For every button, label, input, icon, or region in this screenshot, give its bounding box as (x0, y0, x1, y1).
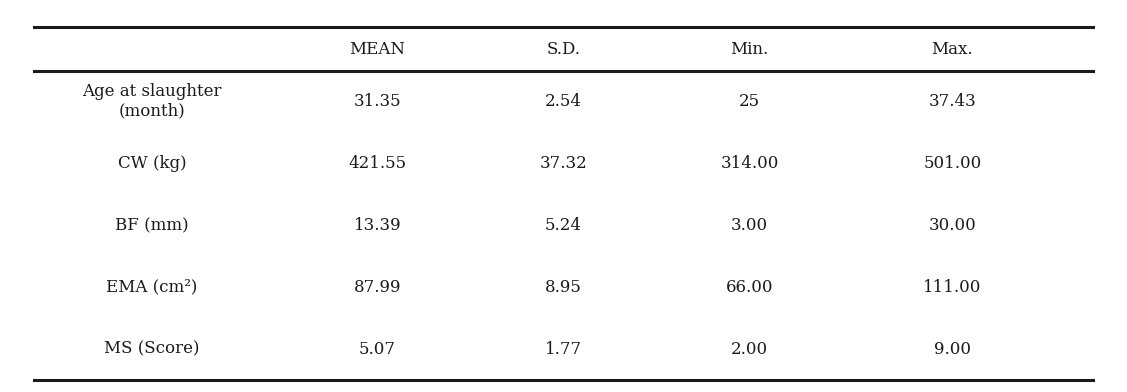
Text: MEAN: MEAN (349, 40, 406, 58)
Text: Age at slaughter
(month): Age at slaughter (month) (82, 83, 222, 120)
Text: 1.77: 1.77 (545, 341, 582, 358)
Text: 37.32: 37.32 (540, 155, 587, 172)
Text: 87.99: 87.99 (354, 279, 401, 296)
Text: 37.43: 37.43 (929, 93, 976, 110)
Text: 13.39: 13.39 (354, 217, 401, 234)
Text: 25: 25 (739, 93, 760, 110)
Text: 66.00: 66.00 (726, 279, 773, 296)
Text: Min.: Min. (730, 40, 769, 58)
Text: CW (kg): CW (kg) (118, 155, 186, 172)
Text: 31.35: 31.35 (354, 93, 401, 110)
Text: 5.24: 5.24 (545, 217, 582, 234)
Text: 3.00: 3.00 (731, 217, 767, 234)
Text: 501.00: 501.00 (923, 155, 982, 172)
Text: MS (Score): MS (Score) (105, 341, 199, 358)
Text: 5.07: 5.07 (360, 341, 396, 358)
Text: 111.00: 111.00 (923, 279, 982, 296)
Text: 2.54: 2.54 (545, 93, 582, 110)
Text: 421.55: 421.55 (348, 155, 407, 172)
Text: BF (mm): BF (mm) (115, 217, 189, 234)
Text: 30.00: 30.00 (929, 217, 976, 234)
Text: S.D.: S.D. (547, 40, 580, 58)
Text: EMA (cm²): EMA (cm²) (106, 279, 198, 296)
Text: 2.00: 2.00 (731, 341, 767, 358)
Text: 9.00: 9.00 (934, 341, 970, 358)
Text: 314.00: 314.00 (720, 155, 779, 172)
Text: Max.: Max. (932, 40, 973, 58)
Text: 8.95: 8.95 (545, 279, 582, 296)
